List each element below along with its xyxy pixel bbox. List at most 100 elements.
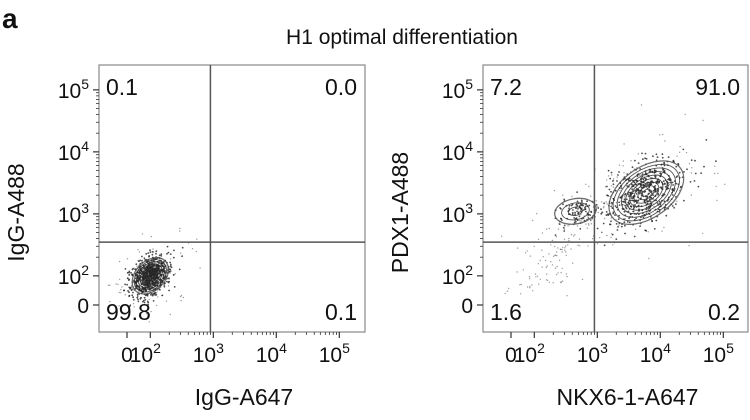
event-dot (118, 291, 120, 294)
event-dot (563, 230, 566, 232)
event-dot (127, 290, 129, 292)
event-dot (143, 288, 146, 290)
event-dot (644, 229, 647, 232)
event-dot (610, 236, 612, 238)
event-dot (561, 251, 563, 253)
event-dot (128, 273, 131, 276)
event-dot (635, 199, 638, 202)
event-dot (532, 290, 534, 292)
event-dot (633, 181, 636, 184)
event-dot (136, 293, 139, 296)
event-dot (500, 235, 503, 237)
event-dot (613, 198, 615, 200)
event-dot (169, 261, 172, 264)
event-dot (565, 254, 567, 257)
event-dot (544, 259, 547, 262)
event-dot (595, 209, 597, 211)
event-dot (666, 187, 669, 190)
event-dot (537, 263, 539, 265)
event-dot (584, 220, 586, 222)
event-dot (658, 200, 661, 203)
event-dot (632, 210, 635, 213)
event-dot (552, 255, 555, 257)
event-dot (631, 183, 634, 186)
y-tick-exp: 2 (465, 262, 473, 278)
event-dot (724, 183, 726, 185)
event-dot (662, 168, 665, 171)
event-dot (179, 295, 182, 298)
event-dot (606, 203, 608, 205)
event-dot (165, 300, 168, 302)
event-dot (591, 238, 594, 240)
event-dot (644, 190, 647, 193)
event-dot (632, 210, 634, 213)
event-dot (172, 273, 175, 276)
event-dot (592, 215, 594, 217)
event-dot (174, 273, 177, 275)
event-dot (579, 210, 582, 213)
event-dot (610, 220, 612, 223)
event-dot (624, 204, 626, 207)
event-dot (132, 303, 135, 305)
event-dot (576, 203, 578, 205)
event-dot (529, 278, 531, 280)
event-dot (577, 208, 579, 210)
event-dot (682, 148, 685, 151)
event-dot (656, 202, 659, 205)
event-dot (617, 218, 620, 221)
event-dot (117, 283, 119, 286)
event-dot (168, 280, 171, 283)
event-dot (611, 207, 613, 209)
event-dot (610, 217, 612, 219)
event-dot (642, 178, 645, 181)
event-dot (141, 255, 143, 258)
event-dot (568, 224, 570, 226)
event-dot (145, 253, 148, 255)
event-dot (561, 267, 563, 270)
event-dot (180, 294, 183, 297)
event-dot (155, 250, 158, 253)
event-dot (612, 211, 615, 214)
y-axis-title: IgG-A488 (3, 163, 29, 261)
event-dot (620, 200, 622, 202)
event-dot (568, 240, 570, 242)
event-dot (625, 184, 628, 187)
event-dot (169, 313, 171, 316)
event-dot (612, 186, 615, 188)
event-dot (600, 201, 603, 203)
event-dot (616, 185, 619, 187)
event-dot (118, 260, 121, 263)
event-dot (573, 217, 576, 219)
x-tick-base: 10 (577, 344, 600, 367)
event-dot (560, 281, 562, 283)
event-dot (167, 277, 170, 280)
event-dot (607, 195, 609, 197)
event-dot (163, 285, 166, 288)
event-dot (631, 166, 634, 169)
event-dot (158, 272, 161, 275)
event-dot (662, 133, 664, 136)
event-dot (623, 210, 626, 213)
event-dot (574, 217, 577, 220)
event-dot (128, 291, 130, 294)
event-dot (147, 252, 150, 255)
event-dot (639, 168, 641, 170)
event-dot (554, 245, 556, 248)
event-dot (608, 188, 611, 191)
event-dot (688, 163, 691, 165)
event-dot (570, 233, 573, 236)
event-dot (167, 285, 170, 287)
event-dot (679, 151, 681, 153)
event-dot (126, 271, 129, 274)
event-dot (590, 220, 592, 222)
event-dot (138, 285, 141, 287)
event-dot (565, 251, 567, 253)
event-dot (683, 171, 685, 173)
event-dot (554, 267, 557, 269)
event-dot (581, 203, 583, 205)
event-dot (548, 281, 550, 283)
event-dot (648, 257, 650, 260)
event-dot (622, 165, 624, 167)
x-tick-label: 0 (121, 344, 133, 367)
x-axis-title: NKX6-1-A647 (557, 384, 699, 410)
